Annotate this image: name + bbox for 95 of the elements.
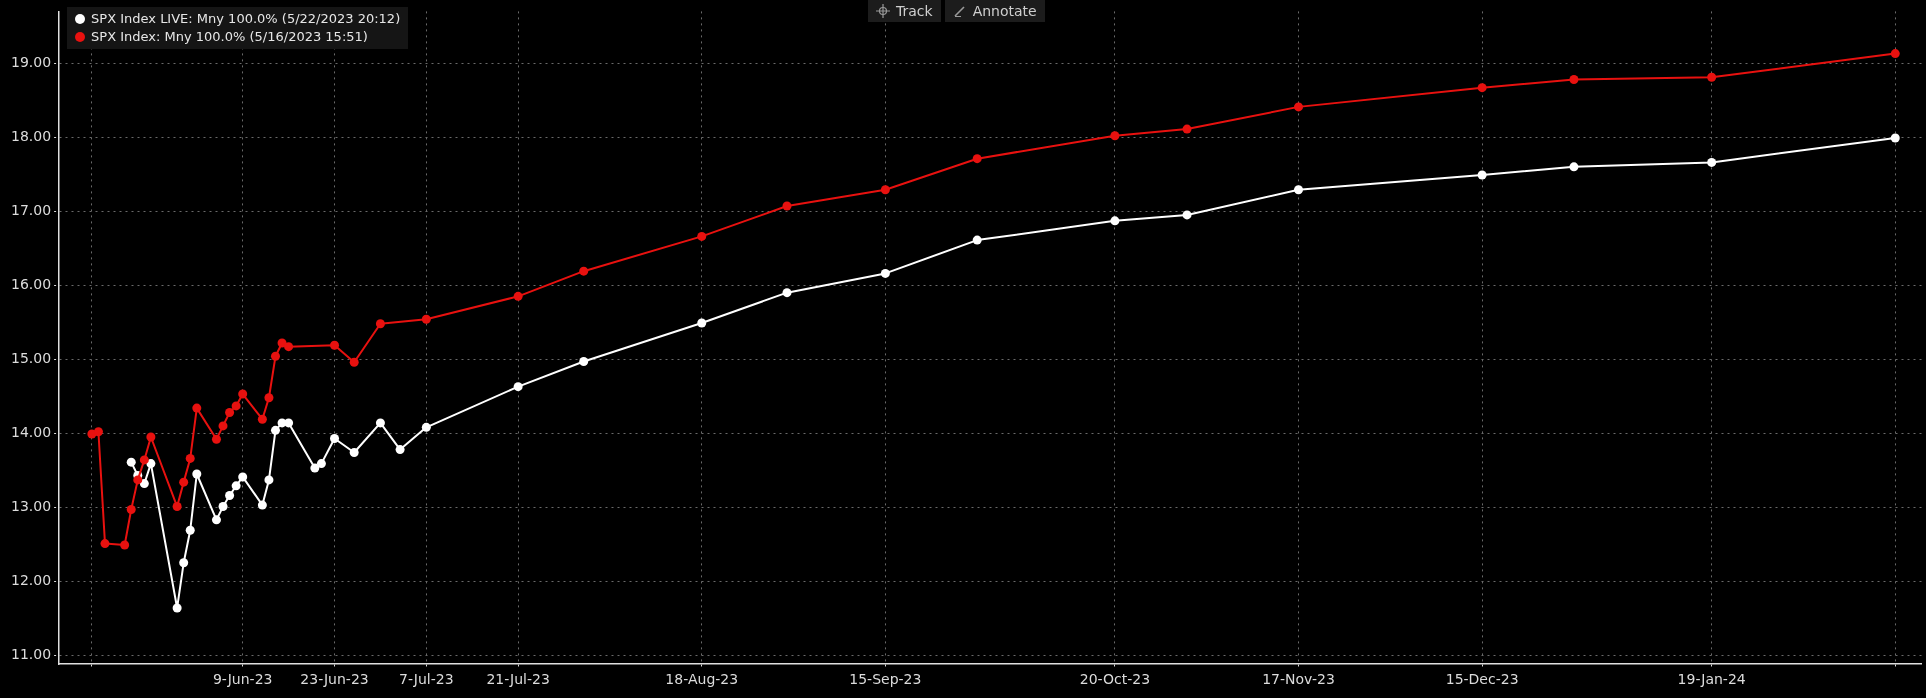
point — [375, 418, 385, 428]
point — [1707, 72, 1717, 82]
point — [1707, 157, 1717, 167]
point — [579, 266, 589, 276]
point — [1110, 216, 1120, 226]
point — [697, 318, 707, 328]
point — [310, 463, 320, 473]
x-tick-label: 23-Jun-23 — [300, 671, 369, 688]
point — [139, 455, 149, 465]
point — [238, 389, 248, 399]
point — [1294, 185, 1304, 195]
point — [330, 340, 340, 350]
y-tick-label: 19.00 — [10, 53, 52, 70]
point — [172, 502, 182, 512]
point — [225, 408, 235, 418]
point — [1890, 133, 1900, 143]
point — [192, 469, 202, 479]
point — [231, 481, 241, 491]
point — [782, 288, 792, 298]
y-tick-label: 15.00 — [10, 349, 52, 366]
point — [1110, 131, 1120, 141]
y-tick-label: 13.00 — [10, 497, 52, 514]
point — [421, 422, 431, 432]
point — [139, 479, 149, 489]
point — [284, 418, 294, 428]
point — [972, 154, 982, 164]
y-tick-label: 12.00 — [10, 571, 52, 588]
x-tick-label: 9-Jun-23 — [212, 671, 273, 688]
point — [697, 231, 707, 241]
point — [1477, 170, 1487, 180]
x-tick-label: 19-Jan-24 — [1677, 671, 1746, 688]
y-tick-label: 11.00 — [10, 645, 52, 662]
x-tick-label: 18-Aug-23 — [665, 671, 739, 688]
point — [395, 445, 405, 455]
point — [264, 475, 274, 485]
point — [1477, 83, 1487, 93]
point — [579, 356, 589, 366]
point — [1294, 102, 1304, 112]
y-tick-label: 14.00 — [10, 423, 52, 440]
point — [330, 433, 340, 443]
point — [179, 477, 189, 487]
point — [270, 425, 280, 435]
y-tick-label: 17.00 — [10, 201, 52, 218]
point — [93, 427, 103, 437]
point — [1569, 162, 1579, 172]
point — [211, 515, 221, 525]
point — [257, 414, 267, 424]
point — [211, 434, 221, 444]
point — [133, 475, 143, 485]
legend-label: SPX Index LIVE: Mny 100.0% (5/22/2023 20:12) — [91, 10, 401, 29]
point — [972, 235, 982, 245]
point — [192, 403, 202, 413]
y-tick-label: 16.00 — [10, 275, 52, 292]
point — [349, 357, 359, 367]
point — [218, 502, 228, 512]
point — [179, 558, 189, 568]
annotation: Track — [896, 3, 933, 19]
x-tick-label: 21-Jul-23 — [486, 671, 550, 688]
point — [270, 351, 280, 361]
point — [513, 291, 523, 301]
point — [375, 319, 385, 329]
point — [284, 342, 294, 352]
point — [185, 453, 195, 463]
x-tick-label: 7-Jul-23 — [399, 671, 454, 688]
point — [1182, 124, 1192, 134]
point — [225, 490, 235, 500]
point — [120, 540, 130, 550]
x-tick-label: 15-Dec-23 — [1445, 671, 1519, 688]
point — [264, 393, 274, 403]
point — [513, 382, 523, 392]
point — [218, 421, 228, 431]
point — [238, 472, 248, 482]
point — [1890, 49, 1900, 59]
y-tick-label: 18.00 — [10, 127, 52, 144]
point — [880, 185, 890, 195]
point — [146, 432, 156, 442]
point — [126, 457, 136, 467]
x-tick-label: 15-Sep-23 — [849, 671, 922, 688]
legend-label: SPX Index: Mny 100.0% (5/16/2023 15:51) — [91, 28, 368, 47]
x-tick-label: 17-Nov-23 — [1262, 671, 1335, 688]
point — [880, 268, 890, 278]
point — [1569, 74, 1579, 84]
point — [172, 603, 182, 613]
point — [100, 539, 110, 549]
point — [257, 500, 267, 510]
point — [316, 459, 326, 469]
point — [349, 448, 359, 458]
point — [1182, 210, 1192, 220]
point — [185, 525, 195, 535]
annotation: Annotate — [972, 3, 1037, 19]
point — [782, 201, 792, 211]
point — [421, 314, 431, 324]
point — [126, 505, 136, 515]
point — [231, 401, 241, 411]
x-tick-label: 20-Oct-23 — [1079, 671, 1151, 688]
